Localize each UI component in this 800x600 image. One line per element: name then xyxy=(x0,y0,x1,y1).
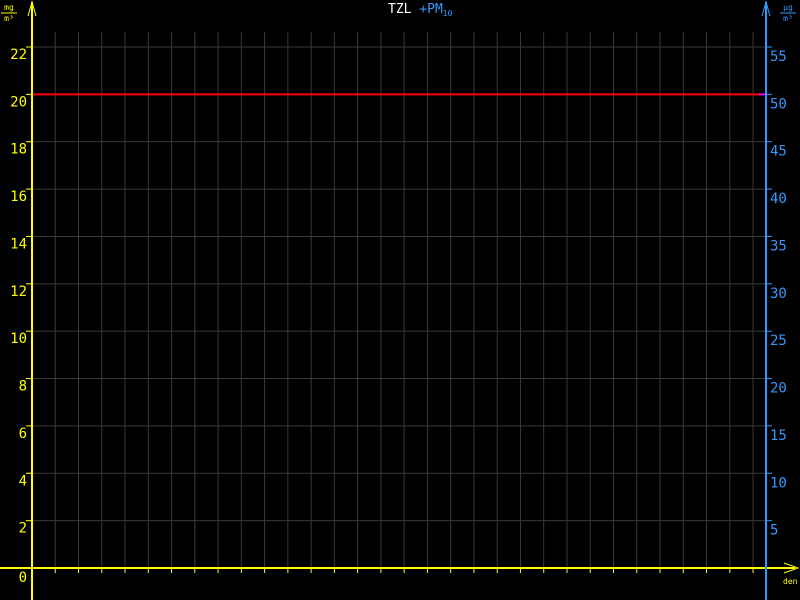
y-right-unit-den: m³ xyxy=(783,14,793,23)
title-subscript: 10 xyxy=(443,9,453,18)
y-left-tick-label: 10 xyxy=(10,331,27,347)
y-right-tick-label: 35 xyxy=(770,238,787,254)
y-right-tick-label: 15 xyxy=(770,428,787,444)
y-right-tick-label: 10 xyxy=(770,475,787,491)
y-left-tick-label: 4 xyxy=(19,473,27,489)
y-left-tick-label: 12 xyxy=(10,284,27,300)
y-right-tick-label: 45 xyxy=(770,144,787,160)
y-right-tick-label: 40 xyxy=(770,191,787,207)
y-left-unit-num: mg xyxy=(4,3,14,12)
y-left-tick-label: 20 xyxy=(10,94,27,110)
y-right-axis-arrow-icon xyxy=(761,0,771,17)
title-part: +PM xyxy=(411,2,442,17)
y-left-tick-label: 22 xyxy=(10,47,27,63)
y-left-tick-label: 16 xyxy=(10,189,27,205)
y-right-tick-label: 55 xyxy=(770,49,787,65)
y-left-tick-label: 18 xyxy=(10,142,27,158)
y-right-unit-num: µg xyxy=(783,3,793,12)
y-left-tick-label: 2 xyxy=(19,521,27,537)
x-axis-label: den xyxy=(783,577,798,586)
y-left-tick-label: 6 xyxy=(19,426,27,442)
title-part: TZL xyxy=(388,2,412,17)
y-left-tick-label: 8 xyxy=(19,379,27,395)
y-right-tick-label: 50 xyxy=(770,96,787,112)
chart-title: TZL +PM10 xyxy=(388,2,453,18)
y-right-tick-label: 20 xyxy=(770,381,787,397)
y-left-tick-label: 14 xyxy=(10,236,27,252)
y-right-tick-label: 25 xyxy=(770,333,787,349)
y-left-unit-den: m³ xyxy=(4,14,14,23)
y-right-tick-label: 30 xyxy=(770,286,787,302)
x-axis-arrow-icon xyxy=(783,562,800,574)
y-right-tick-label: 5 xyxy=(770,523,778,539)
y-left-tick-label: 0 xyxy=(19,570,27,586)
y-left-axis-arrow-icon xyxy=(27,0,37,17)
